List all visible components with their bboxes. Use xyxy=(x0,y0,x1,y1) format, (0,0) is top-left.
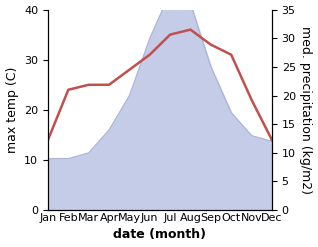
Y-axis label: max temp (C): max temp (C) xyxy=(5,67,18,153)
Y-axis label: med. precipitation (kg/m2): med. precipitation (kg/m2) xyxy=(300,26,313,194)
X-axis label: date (month): date (month) xyxy=(114,228,206,242)
